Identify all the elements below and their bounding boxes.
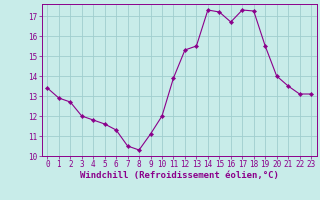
X-axis label: Windchill (Refroidissement éolien,°C): Windchill (Refroidissement éolien,°C) [80, 171, 279, 180]
